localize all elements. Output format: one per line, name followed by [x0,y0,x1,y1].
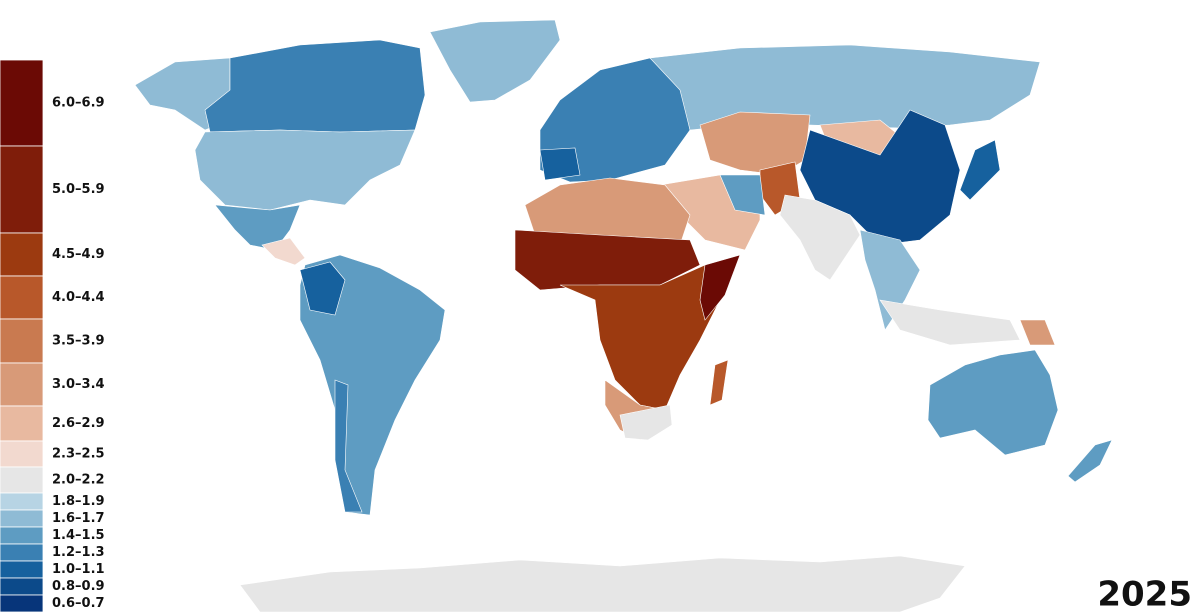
legend-label: 0.6–0.7 [52,596,105,611]
colombia [299,261,346,316]
antarctica [239,555,966,613]
legend-swatch [0,405,44,442]
legend-swatch [0,526,44,545]
greenland [429,19,561,103]
legend-swatch [0,466,44,494]
legend-swatch [0,59,44,147]
legend-label: 4.0–4.4 [52,290,105,305]
legend-swatch [0,594,44,613]
iberia [539,147,581,181]
legend-label: 6.0–6.9 [52,96,105,111]
south-africa [619,404,673,441]
indonesia [879,299,1021,346]
new-zealand [1067,439,1113,483]
madagascar [709,359,729,406]
legend-label: 1.0–1.1 [52,562,105,577]
legend-swatch [0,509,44,528]
chile [334,379,363,513]
legend-label: 1.2–1.3 [52,545,105,560]
somalia [699,254,741,321]
legend-swatch [0,492,44,511]
legend-swatch [0,577,44,596]
legend-label: 5.0–5.9 [52,182,105,197]
legend-swatch [0,362,44,407]
central-america [261,237,306,266]
legend-label: 2.3–2.5 [52,447,105,462]
legend-label: 1.6–1.7 [52,511,105,526]
russia [649,44,1041,131]
legend-label: 3.5–3.9 [52,334,105,349]
legend-label: 1.4–1.5 [52,528,105,543]
legend-label: 2.6–2.9 [52,416,105,431]
legend: 6.0–6.9 5.0–5.9 4.5–4.9 4.0–4.4 3.5–3.9 3.0–3… [0,59,105,613]
india [779,194,861,281]
legend-label: 3.0–3.4 [52,377,105,392]
world-map [134,19,1113,613]
legend-swatch [0,560,44,579]
legend-label: 1.8–1.9 [52,494,105,509]
japan [959,139,1001,201]
papua [1019,319,1056,346]
legend-swatch [0,275,44,320]
legend-label: 0.8–0.9 [52,579,105,594]
legend-label: 2.0–2.2 [52,473,105,488]
year-label: 2025 [1097,575,1192,615]
legend-swatch [0,232,44,277]
australia [927,349,1059,456]
usa [194,129,416,211]
iran [719,174,766,216]
legend-swatch [0,145,44,234]
china [799,109,961,246]
legend-label: 4.5–4.9 [52,247,105,262]
legend-swatch [0,318,44,364]
canada [204,39,426,133]
legend-swatch [0,440,44,468]
legend-swatch [0,543,44,562]
